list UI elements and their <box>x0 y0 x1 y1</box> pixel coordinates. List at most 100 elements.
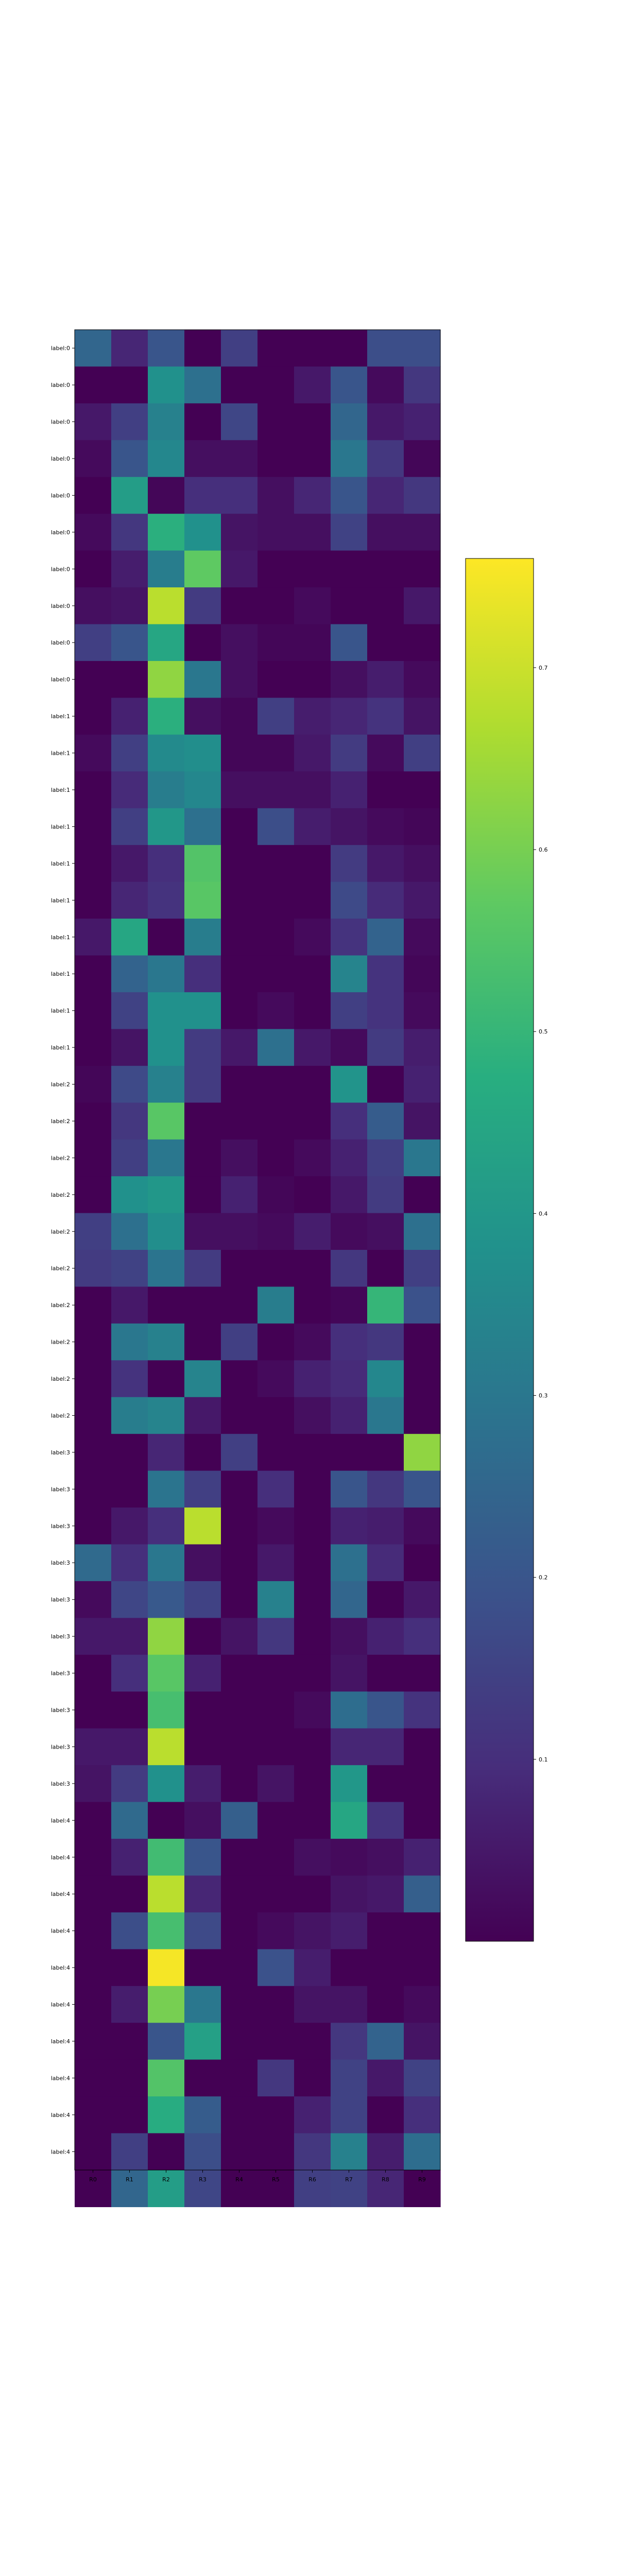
heatmap-cell <box>258 587 295 625</box>
heatmap-cell <box>367 1802 404 1839</box>
heatmap-cell <box>148 1875 185 1913</box>
heatmap-cell <box>258 1176 295 1214</box>
y-tick-label: label:0 <box>51 566 70 572</box>
y-tick-label: label:2 <box>51 1081 70 1088</box>
heatmap-cell <box>367 1839 404 1876</box>
y-tick-label: label:2 <box>51 1155 70 1161</box>
heatmap-cell <box>367 1765 404 1803</box>
heatmap-cell <box>148 1065 185 1103</box>
heatmap-cell <box>367 698 404 735</box>
heatmap-cell <box>111 1875 148 1913</box>
heatmap-cell <box>221 919 258 956</box>
heatmap-cell <box>258 1654 295 1692</box>
heatmap-cell <box>75 1839 112 1876</box>
heatmap-cell <box>148 1323 185 1361</box>
heatmap-cell <box>294 1434 331 1471</box>
heatmap-cell <box>294 366 331 404</box>
heatmap-cell <box>111 1839 148 1876</box>
heatmap-cell <box>404 2096 441 2134</box>
heatmap-cell <box>258 2170 295 2208</box>
heatmap-cell <box>75 330 112 367</box>
heatmap-cell <box>221 550 258 588</box>
heatmap-cell <box>294 1397 331 1434</box>
heatmap-cell <box>258 477 295 514</box>
heatmap-cell <box>404 2059 441 2097</box>
heatmap-cell <box>258 1397 295 1434</box>
y-tick-label: label:1 <box>51 934 70 941</box>
heatmap-cell <box>367 1912 404 1950</box>
heatmap-cell <box>294 440 331 478</box>
colorbar: 0.1 0.2 0.3 0.4 0.5 0.6 0.7 <box>465 558 548 1942</box>
heatmap-cell <box>111 734 148 772</box>
x-tick-label: R0 <box>89 2176 97 2183</box>
heatmap-cell <box>331 1470 368 1508</box>
heatmap-cell <box>111 845 148 883</box>
heatmap-cell <box>184 587 221 625</box>
heatmap-cell <box>404 1213 441 1250</box>
heatmap-cell <box>331 771 368 809</box>
heatmap-cell <box>221 1912 258 1950</box>
heatmap-cell <box>367 660 404 698</box>
heatmap-cell <box>331 1691 368 1729</box>
y-tick-label: label:4 <box>51 1854 70 1861</box>
heatmap-cell <box>294 1802 331 1839</box>
heatmap-cell <box>294 1875 331 1913</box>
heatmap-cell <box>331 992 368 1029</box>
heatmap-cell <box>404 1802 441 1839</box>
heatmap-cell <box>294 1470 331 1508</box>
heatmap-cell <box>111 1765 148 1803</box>
heatmap-cell <box>258 2133 295 2171</box>
heatmap-cell <box>294 1286 331 1324</box>
heatmap-cell <box>221 2170 258 2208</box>
heatmap-cell <box>221 366 258 404</box>
heatmap-cells <box>75 330 441 2208</box>
heatmap-cell <box>258 1875 295 1913</box>
y-tick-label: label:4 <box>51 2075 70 2081</box>
heatmap-cell <box>294 514 331 551</box>
heatmap-cell <box>184 2096 221 2134</box>
x-tick-label: R7 <box>345 2176 353 2183</box>
heatmap-cell <box>294 845 331 883</box>
heatmap-cell <box>258 1470 295 1508</box>
heatmap-cell <box>294 1544 331 1582</box>
heatmap-cell <box>221 734 258 772</box>
heatmap-cell <box>404 1286 441 1324</box>
heatmap-cell <box>75 1250 112 1287</box>
y-tick-label: label:4 <box>51 2002 70 2008</box>
heatmap-cell <box>258 330 295 367</box>
heatmap-cell <box>75 2023 112 2060</box>
y-tick-label: label:3 <box>51 1707 70 1714</box>
heatmap-cell <box>221 330 258 367</box>
heatmap-cell <box>148 1250 185 1287</box>
heatmap-cell <box>75 550 112 588</box>
heatmap-cell <box>404 1065 441 1103</box>
heatmap-cell <box>294 808 331 845</box>
heatmap-cell <box>331 1250 368 1287</box>
colorbar-tick-label: 0.1 <box>539 1756 548 1763</box>
heatmap-cell <box>184 624 221 662</box>
heatmap-cell <box>111 955 148 993</box>
heatmap-cell <box>75 1875 112 1913</box>
heatmap-cell <box>148 624 185 662</box>
y-tick-label: label:1 <box>51 897 70 904</box>
heatmap-cell <box>184 808 221 845</box>
heatmap-cell <box>294 771 331 809</box>
heatmap-cell <box>367 1360 404 1398</box>
heatmap-cell <box>367 624 404 662</box>
heatmap-cell <box>294 1250 331 1287</box>
heatmap-cell <box>111 1618 148 1655</box>
heatmap-cell <box>148 330 185 367</box>
heatmap-cell <box>331 330 368 367</box>
heatmap-cell <box>404 550 441 588</box>
heatmap-cell <box>258 845 295 883</box>
heatmap-cell <box>258 992 295 1029</box>
colorbar-tick-label: 0.6 <box>539 846 548 853</box>
heatmap-cell <box>258 1912 295 1950</box>
heatmap-cell <box>221 1581 258 1618</box>
heatmap-cell <box>331 698 368 735</box>
heatmap-cell <box>75 698 112 735</box>
heatmap-cell <box>221 1434 258 1471</box>
heatmap-cell <box>367 2059 404 2097</box>
heatmap-cell <box>367 550 404 588</box>
y-tick-label: label:4 <box>51 1928 70 1935</box>
